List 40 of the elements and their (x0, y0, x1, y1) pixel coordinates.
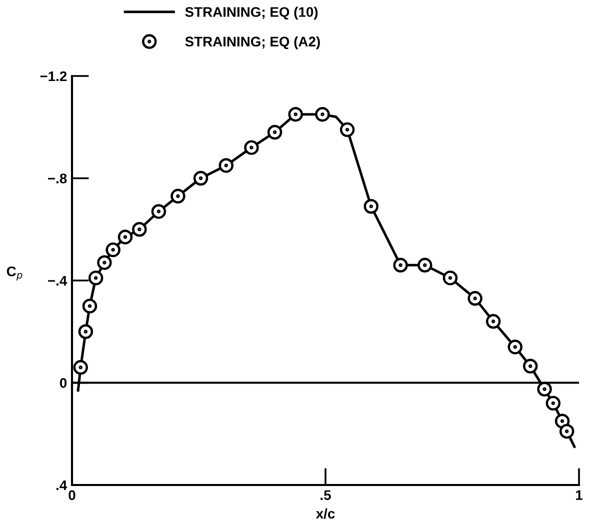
point (106, 242, 120, 258)
point (364, 199, 378, 214)
point (151, 204, 166, 219)
x-tick-label: 1 (576, 490, 582, 500)
point (218, 158, 234, 173)
y-tick-label: .4 (56, 480, 68, 490)
point (97, 255, 112, 270)
y-tick-label: −.8 (48, 174, 67, 184)
point (170, 188, 186, 204)
x-tick-label: .5 (320, 490, 331, 500)
point (315, 106, 330, 122)
point (537, 382, 552, 396)
y-tick-label: −1.2 (40, 71, 67, 82)
point (132, 222, 147, 237)
point (559, 424, 574, 439)
legend-label: STRAINING; EQ (10) (185, 6, 318, 20)
point (418, 258, 432, 273)
point (73, 360, 88, 375)
point (267, 124, 282, 140)
point (340, 122, 355, 138)
x-tick-label: 0 (68, 490, 76, 500)
point (244, 140, 259, 155)
point (88, 270, 104, 286)
point (288, 106, 303, 122)
point (118, 230, 133, 244)
point (546, 396, 561, 411)
point (468, 291, 482, 306)
point (193, 170, 208, 186)
point (393, 258, 408, 273)
point (522, 358, 538, 374)
x-axis-title: x/c (316, 508, 335, 519)
point (78, 324, 94, 339)
y-tick-label: −.4 (48, 276, 68, 286)
point (486, 314, 501, 329)
y-tick-label: 0 (60, 378, 67, 388)
point (442, 270, 458, 286)
y-axis-title: C$_{p}$ (6, 266, 22, 280)
point (508, 340, 522, 354)
point (82, 298, 98, 314)
legend-label: STRAINING; EQ (A2) (185, 36, 320, 50)
